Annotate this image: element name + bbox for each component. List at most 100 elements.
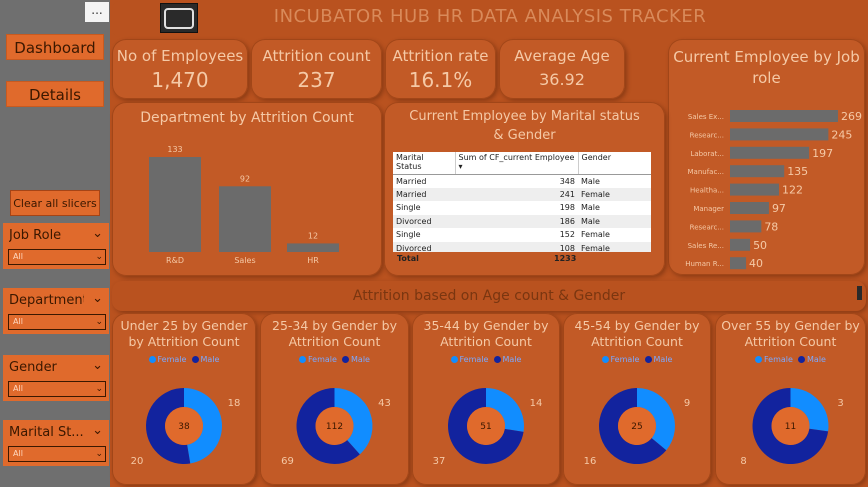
table-row: Divorced 186 Male [393,214,651,228]
table-total-row: Total 1233 [393,252,651,266]
page-title: INCUBATOR HUB HR DATA ANALYSIS TRACKER [273,6,707,27]
kpi-label: Average Age [514,47,610,65]
more-options-icon[interactable]: ... [85,2,109,22]
dropdown-arrow-icon[interactable]: ⌄ [95,317,103,327]
chevron-down-icon[interactable]: ⌄ [92,423,103,438]
slicer-dropdown[interactable]: All ⌄ [8,381,106,397]
legend-female-icon [450,356,458,363]
sort-desc-icon[interactable]: ▾ [458,162,463,171]
chevron-down-icon[interactable]: ⌄ [92,226,103,241]
data-label-male: 8 [740,456,746,467]
donut-slice-female[interactable] [637,388,675,451]
donut-panel: 25-34 by Gender by Attrition Count Femal… [260,313,409,485]
marital-status-table[interactable]: Marital Status Sum of CF_current Employe… [393,152,651,265]
table-row: Single 152 Female [393,228,651,242]
column-header[interactable]: Sum of CF_current Employee ▾ [454,152,578,175]
category-label: Manufac... [688,168,724,176]
bar[interactable] [730,220,762,233]
bar[interactable] [730,257,747,270]
donut-slice-male[interactable] [146,388,191,464]
slicer-job-role[interactable]: Job Role ⌄ All ⌄ [3,223,109,269]
kpi-card-attrition-rate: Attrition rate 16.1% [385,39,496,99]
table-row: Single 198 Male [393,201,651,215]
legend-female-icon [601,356,609,363]
donut-slice-male[interactable] [599,388,667,464]
bar[interactable] [730,238,751,251]
bar[interactable] [730,202,769,214]
slicer-marital-status[interactable]: Marital St... ⌄ All ⌄ [3,420,109,466]
bar[interactable] [730,165,785,178]
bar[interactable] [730,110,838,122]
data-label: 135 [787,165,808,178]
legend-female-label: Female [610,355,640,364]
scrollbar[interactable] [857,286,862,300]
dropdown-arrow-icon[interactable]: ⌄ [95,252,103,262]
slicer-gender[interactable]: Gender ⌄ All ⌄ [3,355,109,401]
kpi-value: 237 [297,68,336,92]
slicer-dropdown[interactable]: All ⌄ [8,249,106,265]
legend-female-icon [299,356,306,363]
category-label: Researc... [690,223,724,231]
donut-slice-female[interactable] [184,388,223,464]
kpi-label: Attrition count [262,47,371,65]
header-bar [112,1,866,37]
category-label: HR [307,256,319,265]
table-row: Married 241 Female [393,187,651,201]
slicer-dropdown[interactable]: All ⌄ [8,446,106,462]
donut-slice-male[interactable] [296,388,360,464]
slicer-department[interactable]: Department ⌄ All ⌄ [3,288,109,334]
panel-title: Over 55 by Gender by Attrition Count [721,318,860,349]
donut-slice-female[interactable] [790,388,829,432]
donut-chart: 25 9 16 [584,388,690,467]
legend: Female Male [260,355,409,364]
data-label-male: 16 [584,456,597,467]
data-label: 92 [240,174,250,183]
dropdown-arrow-icon[interactable]: ⌄ [95,449,103,459]
bar[interactable] [730,128,829,141]
bar[interactable] [287,243,339,252]
legend-male-icon [644,356,652,363]
slicer-value: All [13,449,23,458]
category-label: Human R... [685,260,724,268]
legend-male-label: Male [807,355,826,364]
bar[interactable] [219,186,271,252]
data-label-female: 9 [684,398,690,409]
donut-slice-female[interactable] [486,388,524,432]
category-label: Manager [693,205,724,213]
table-row: Divorced 108 Female [393,241,651,255]
category-label: Sales [234,256,255,265]
legend-male-label: Male [502,355,522,364]
dropdown-arrow-icon[interactable]: ⌄ [95,384,103,394]
legend: Female Male [715,355,866,364]
donut-slice-male[interactable] [448,388,524,464]
chevron-down-icon[interactable]: ⌄ [92,291,103,306]
clear-all-slicers-button[interactable]: Clear all slicers [10,190,100,216]
bar[interactable] [149,157,201,252]
kpi-value: 36.92 [539,70,585,89]
data-label: 78 [764,220,778,233]
details-button[interactable]: Details [6,81,104,107]
category-label: Laborat... [690,150,724,158]
panel-title: 35-44 by Gender by Attrition Count [423,318,549,349]
data-label: 245 [831,128,852,141]
chevron-down-icon[interactable]: ⌄ [92,358,103,373]
bar[interactable] [730,146,810,159]
legend-female-label: Female [157,355,187,364]
column-header[interactable]: Gender [577,152,651,175]
column-header[interactable]: Marital Status [393,152,455,175]
total-value: 1233 [554,254,577,263]
donut-slice-male[interactable] [752,388,829,464]
slicer-value: All [13,384,23,393]
legend-male-icon [798,356,806,363]
job-role-panel: Current Employee by Job role Sales Ex...… [668,39,865,275]
slicer-dropdown[interactable]: All ⌄ [8,314,106,330]
panel-title: Current Employee by Marital status & Gen… [409,109,640,143]
legend-male-icon [342,356,350,363]
donut-panel: Under 25 by Gender by Attrition Count Fe… [112,313,256,485]
donut-slice-female[interactable] [334,388,373,455]
dashboard-button[interactable]: Dashboard [6,34,104,60]
legend-male-icon [191,356,199,363]
legend-female-icon [148,356,156,363]
bar[interactable] [730,183,779,196]
data-label: 122 [782,184,803,197]
